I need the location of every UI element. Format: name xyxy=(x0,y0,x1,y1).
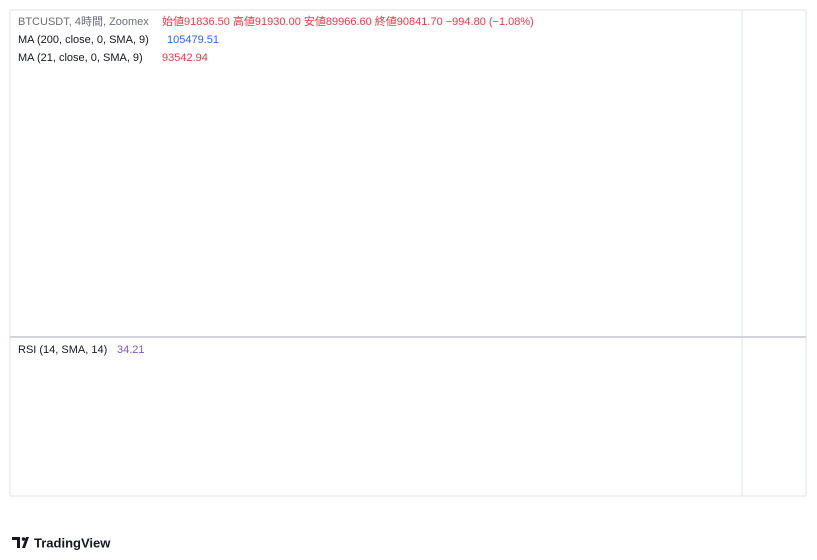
legend-value: 93542.94 xyxy=(162,52,208,64)
rsi-label: RSI (14, SMA, 14) xyxy=(18,344,107,356)
quote: 始値91836.50 高値91930.00 安値89966.60 終値90841… xyxy=(162,14,534,28)
rsi-value: 34.21 xyxy=(117,344,145,356)
frame xyxy=(9,9,807,497)
legend-label: MA (21, close, 0, SMA, 9) xyxy=(18,52,143,64)
legend-value: 105479.51 xyxy=(167,34,219,46)
legend-label: MA (200, close, 0, SMA, 9) xyxy=(18,34,149,46)
symbol: BTCUSDT, 4時間, Zoomex xyxy=(18,15,149,28)
brand: TradingView xyxy=(34,535,111,550)
logo xyxy=(12,537,29,548)
